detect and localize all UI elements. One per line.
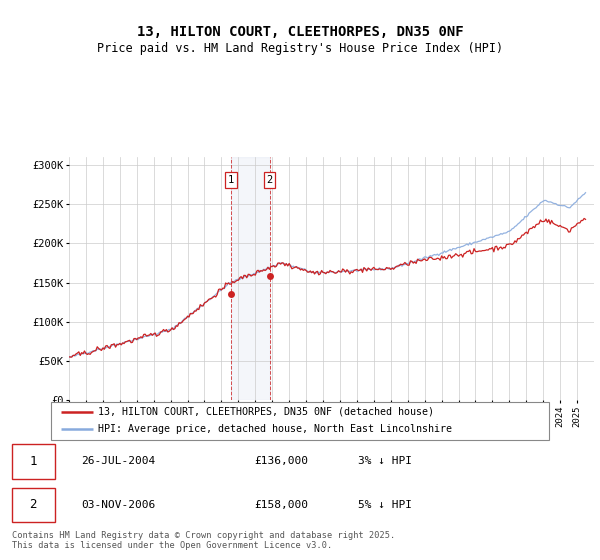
Text: 2: 2: [29, 498, 37, 511]
Text: 1: 1: [228, 175, 234, 185]
Bar: [231, 157, 269, 400]
Text: 13, HILTON COURT, CLEETHORPES, DN35 0NF (detached house): 13, HILTON COURT, CLEETHORPES, DN35 0NF …: [98, 407, 434, 417]
Text: 2: 2: [266, 175, 272, 185]
Text: Contains HM Land Registry data © Crown copyright and database right 2025.
This d: Contains HM Land Registry data © Crown c…: [12, 531, 395, 550]
Text: HPI: Average price, detached house, North East Lincolnshire: HPI: Average price, detached house, Nort…: [98, 424, 452, 435]
Text: 3% ↓ HPI: 3% ↓ HPI: [358, 456, 412, 466]
Text: 1: 1: [29, 455, 37, 468]
Text: 5% ↓ HPI: 5% ↓ HPI: [358, 500, 412, 510]
Text: 13, HILTON COURT, CLEETHORPES, DN35 0NF: 13, HILTON COURT, CLEETHORPES, DN35 0NF: [137, 25, 463, 39]
Text: 03-NOV-2006: 03-NOV-2006: [81, 500, 155, 510]
FancyBboxPatch shape: [12, 444, 55, 479]
Text: 26-JUL-2004: 26-JUL-2004: [81, 456, 155, 466]
Text: £136,000: £136,000: [254, 456, 308, 466]
Text: Price paid vs. HM Land Registry's House Price Index (HPI): Price paid vs. HM Land Registry's House …: [97, 42, 503, 55]
FancyBboxPatch shape: [12, 488, 55, 522]
Text: £158,000: £158,000: [254, 500, 308, 510]
